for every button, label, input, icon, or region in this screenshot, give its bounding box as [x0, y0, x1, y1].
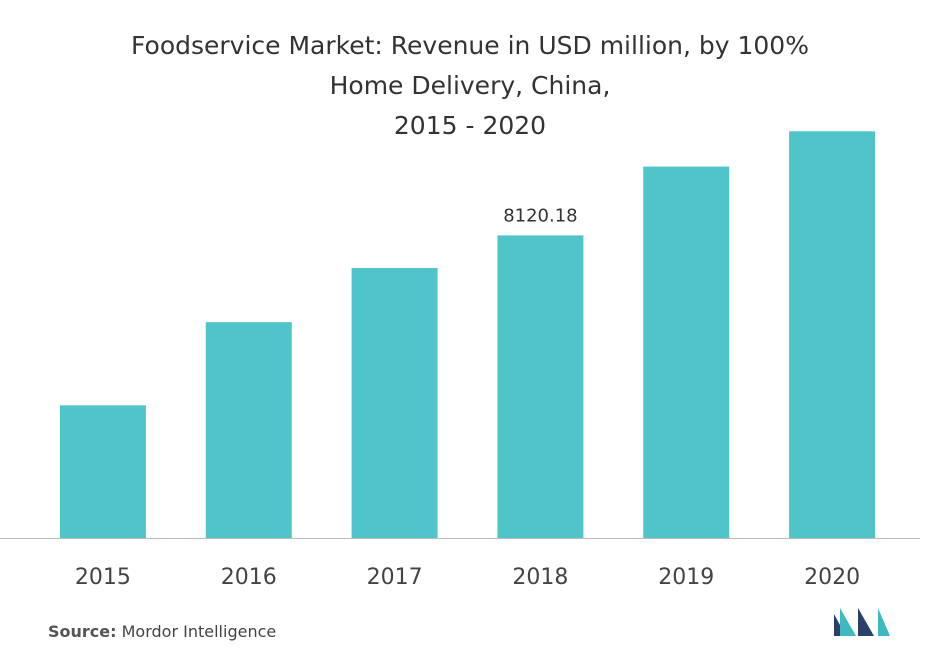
data-label: 8120.18	[503, 205, 577, 226]
x-tick-label: 2017	[367, 565, 423, 590]
x-tick-label: 2016	[221, 565, 277, 590]
x-tick-label: 2018	[512, 565, 568, 590]
x-tick-label: 2019	[658, 565, 714, 590]
title-line-1: Foodservice Market: Revenue in USD milli…	[131, 31, 809, 60]
x-tick-label: 2015	[75, 565, 131, 590]
source-text: Mordor Intelligence	[121, 622, 277, 641]
bar-2018	[497, 235, 584, 538]
chart-title: Foodservice Market: Revenue in USD milli…	[0, 26, 940, 146]
mordor-logo-icon	[834, 608, 890, 636]
bar-2016	[205, 322, 292, 538]
source-label: Source:	[48, 622, 117, 641]
source-note: Source: Mordor Intelligence	[48, 622, 276, 641]
bar-2020	[789, 131, 876, 539]
title-line-3: 2015 - 2020	[393, 111, 547, 140]
x-tick-label: 2020	[804, 565, 860, 590]
bar-2015	[59, 405, 146, 538]
bar-2019	[643, 166, 730, 539]
bar-chart: 2015 2016 2017 2018 8120.18 2019 2020	[0, 131, 920, 590]
bar-2017	[351, 267, 438, 538]
title-line-2: Home Delivery, China,	[329, 71, 611, 100]
